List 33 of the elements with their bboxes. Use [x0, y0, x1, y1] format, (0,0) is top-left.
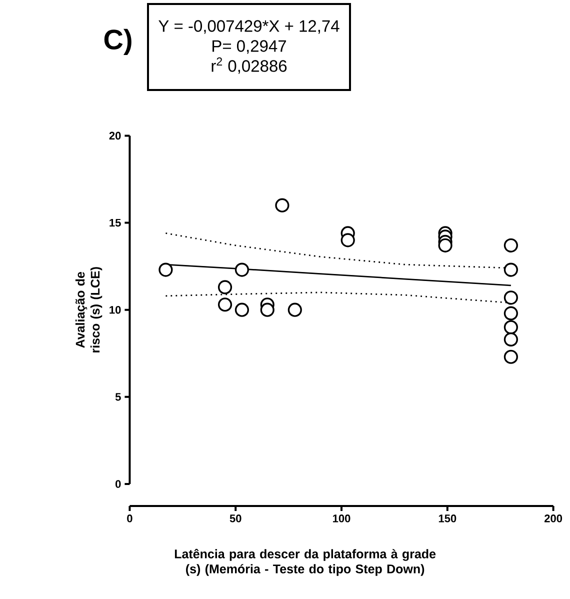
x-tick-label: 150 — [438, 514, 456, 522]
point — [218, 298, 232, 312]
point — [340, 233, 355, 248]
point — [504, 350, 518, 364]
text: r$^{2}$ 0,02886 — [212, 57, 287, 74]
text: P= 0,2947 — [212, 40, 286, 54]
point — [158, 262, 173, 277]
point — [234, 262, 250, 277]
point — [438, 238, 452, 252]
point — [504, 290, 518, 305]
y-tick-label: 20 — [109, 132, 121, 140]
y-axis-title: Avaliação de risco (s) (LCE) — [75, 267, 102, 352]
point — [504, 262, 518, 277]
x-tick-label: 200 — [544, 514, 562, 522]
x-tick-label: 100 — [333, 514, 350, 522]
y-tick-label: 10 — [110, 306, 121, 314]
x-tick-label: 50 — [230, 514, 242, 522]
point — [275, 198, 290, 212]
point — [504, 332, 518, 346]
point — [218, 280, 232, 294]
y-tick-label: 15 — [110, 218, 121, 227]
point — [504, 320, 518, 334]
y-tick-label: 5 — [115, 393, 121, 401]
text: Y = -0,007429*X + 12,74 — [158, 20, 340, 34]
y-tick-label: 0 — [116, 480, 121, 488]
x-tick-label: 0 — [127, 514, 132, 522]
point — [504, 238, 518, 252]
chart-title: C) — [104, 28, 132, 56]
point — [504, 306, 518, 320]
point — [260, 302, 274, 317]
point — [288, 302, 302, 317]
point — [234, 302, 250, 317]
x-axis-title: Latência para descer da plataforma à grade (s) (Memória - Teste do tipo Step Down) — [174, 548, 436, 576]
